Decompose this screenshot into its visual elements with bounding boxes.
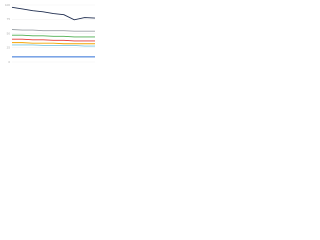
y-tick-label: 100 <box>5 3 10 7</box>
y-tick-label: 50 <box>7 31 11 35</box>
series-line <box>12 42 95 45</box>
series-line <box>11 29 95 32</box>
series-line <box>12 44 95 47</box>
series-line <box>12 34 95 38</box>
y-tick-label: 25 <box>7 46 11 50</box>
series-line <box>12 38 95 42</box>
series-line <box>11 6 96 21</box>
chart: 0 25 50 75 100 <box>5 3 96 64</box>
y-tick-label: 0 <box>8 60 10 64</box>
y-tick-label: 75 <box>7 17 11 21</box>
